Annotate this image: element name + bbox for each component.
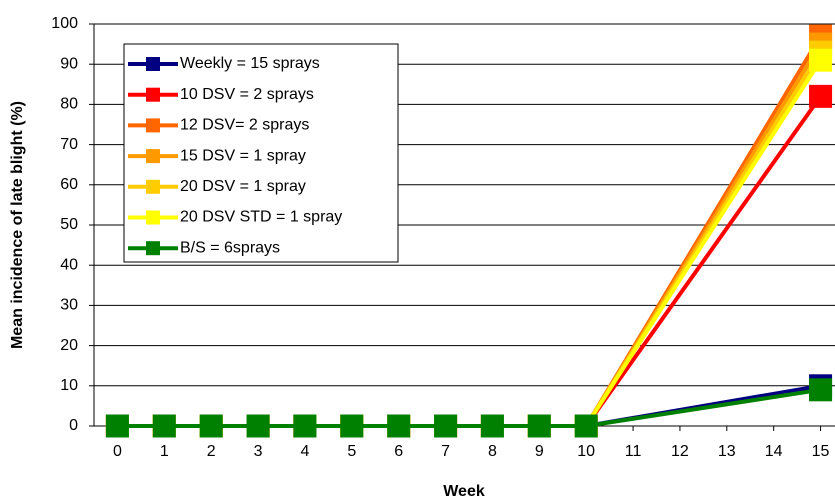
y-tick-label: 0 — [69, 417, 78, 434]
legend-marker — [146, 210, 160, 225]
y-tick-label: 70 — [60, 136, 78, 153]
y-tick-label: 50 — [60, 216, 78, 233]
x-tick-label: 12 — [671, 443, 689, 460]
x-tick-label: 15 — [812, 443, 830, 460]
x-tick-label: 5 — [347, 443, 356, 460]
marker — [152, 414, 176, 438]
y-tick-label: 80 — [60, 96, 78, 113]
marker — [480, 414, 504, 438]
legend-label: 10 DSV = 2 sprays — [180, 86, 314, 103]
y-tick-label: 10 — [60, 377, 78, 394]
x-axis-title: Week — [443, 483, 485, 500]
y-tick-label: 100 — [51, 15, 78, 32]
x-tick-label: 6 — [394, 443, 403, 460]
legend-label: 15 DSV = 1 spray — [180, 147, 306, 164]
x-tick-label: 13 — [718, 443, 736, 460]
y-tick-label: 20 — [60, 337, 78, 354]
legend-label: B/S = 6sprays — [180, 239, 280, 256]
legend-box — [123, 43, 399, 263]
series-line — [117, 387, 821, 428]
legend-marker — [146, 149, 160, 164]
y-tick-label: 90 — [60, 55, 78, 72]
marker — [105, 414, 129, 438]
legend-label: 12 DSV= 2 sprays — [180, 117, 309, 134]
marker — [340, 414, 364, 438]
x-tick-label: 4 — [300, 443, 309, 460]
y-axis-title: Mean incidence of late blight (%) — [9, 101, 26, 349]
marker — [293, 414, 317, 438]
legend-marker — [146, 241, 160, 256]
legend-marker — [146, 179, 160, 194]
marker — [527, 414, 551, 438]
marker — [809, 48, 833, 72]
x-tick-label: 14 — [765, 443, 783, 460]
y-tick-label: 40 — [60, 256, 78, 273]
marker — [809, 84, 833, 108]
x-tick-label: 9 — [535, 443, 544, 460]
marker — [809, 378, 833, 402]
x-tick-label: 3 — [254, 443, 263, 460]
marker — [434, 414, 458, 438]
x-tick-label: 10 — [577, 443, 595, 460]
y-tick-label: 60 — [60, 176, 78, 193]
legend-marker — [146, 87, 160, 102]
legend-label: 20 DSV = 1 spray — [180, 178, 306, 195]
marker — [199, 414, 223, 438]
x-tick-label: 2 — [207, 443, 216, 460]
x-tick-label: 11 — [625, 443, 642, 460]
x-tick-label: 1 — [160, 443, 169, 460]
legend-marker — [146, 57, 160, 71]
y-tick-label: 30 — [60, 297, 78, 314]
marker — [246, 414, 270, 438]
x-tick-label: 8 — [488, 443, 497, 460]
legend-marker — [146, 118, 160, 133]
marker — [387, 414, 411, 438]
x-tick-label: 0 — [113, 443, 122, 460]
legend-label: Weekly = 15 sprays — [180, 55, 320, 72]
x-tick-label: 7 — [441, 443, 450, 460]
marker — [574, 414, 598, 438]
legend-label: 20 DSV STD = 1 spray — [180, 209, 342, 226]
